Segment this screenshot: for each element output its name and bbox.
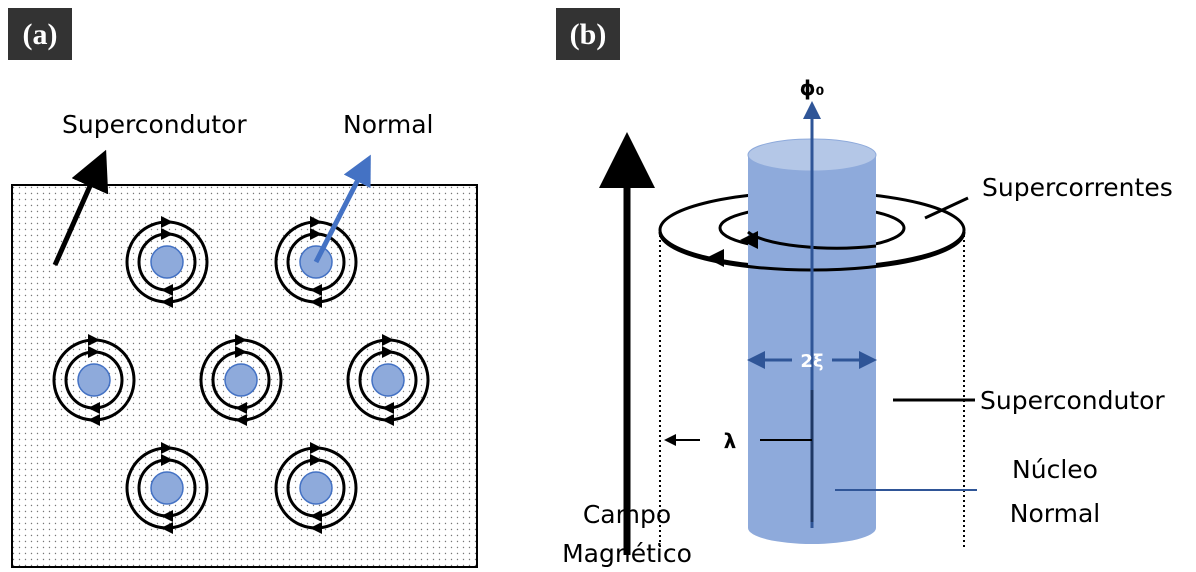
flux-label: ϕ₀: [800, 76, 825, 100]
label: Normal: [343, 110, 433, 139]
coherence-label: 2ξ: [800, 351, 823, 372]
label: Supercorrentes: [982, 173, 1173, 202]
label: Normal: [1010, 499, 1100, 528]
penetration-label: λ: [724, 429, 737, 453]
panel-label: (b): [570, 18, 607, 51]
label: Campo: [583, 500, 671, 529]
figure: (a) Supercondutor Normal (b) ϕ₀ 2ξ λ Sup…: [0, 0, 1196, 572]
label: Núcleo: [1012, 455, 1098, 484]
label: Magnético: [562, 539, 692, 568]
panel-label: (a): [23, 18, 58, 51]
label: Supercondutor: [980, 386, 1165, 415]
label: Supercondutor: [62, 110, 247, 139]
